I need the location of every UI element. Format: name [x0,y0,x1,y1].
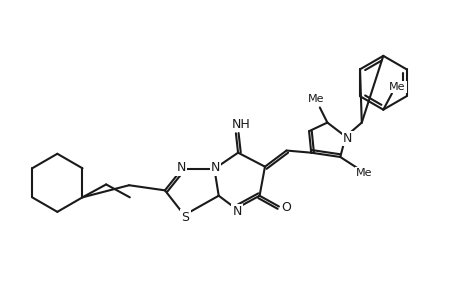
Text: O: O [281,201,291,214]
Text: NH: NH [231,118,250,131]
Text: Me: Me [308,94,324,104]
Text: Me: Me [355,168,371,178]
Text: N: N [176,161,185,174]
Text: S: S [181,211,189,224]
Text: N: N [210,161,220,174]
Text: N: N [232,206,241,218]
Text: N: N [342,132,352,145]
Text: Me: Me [388,82,405,92]
